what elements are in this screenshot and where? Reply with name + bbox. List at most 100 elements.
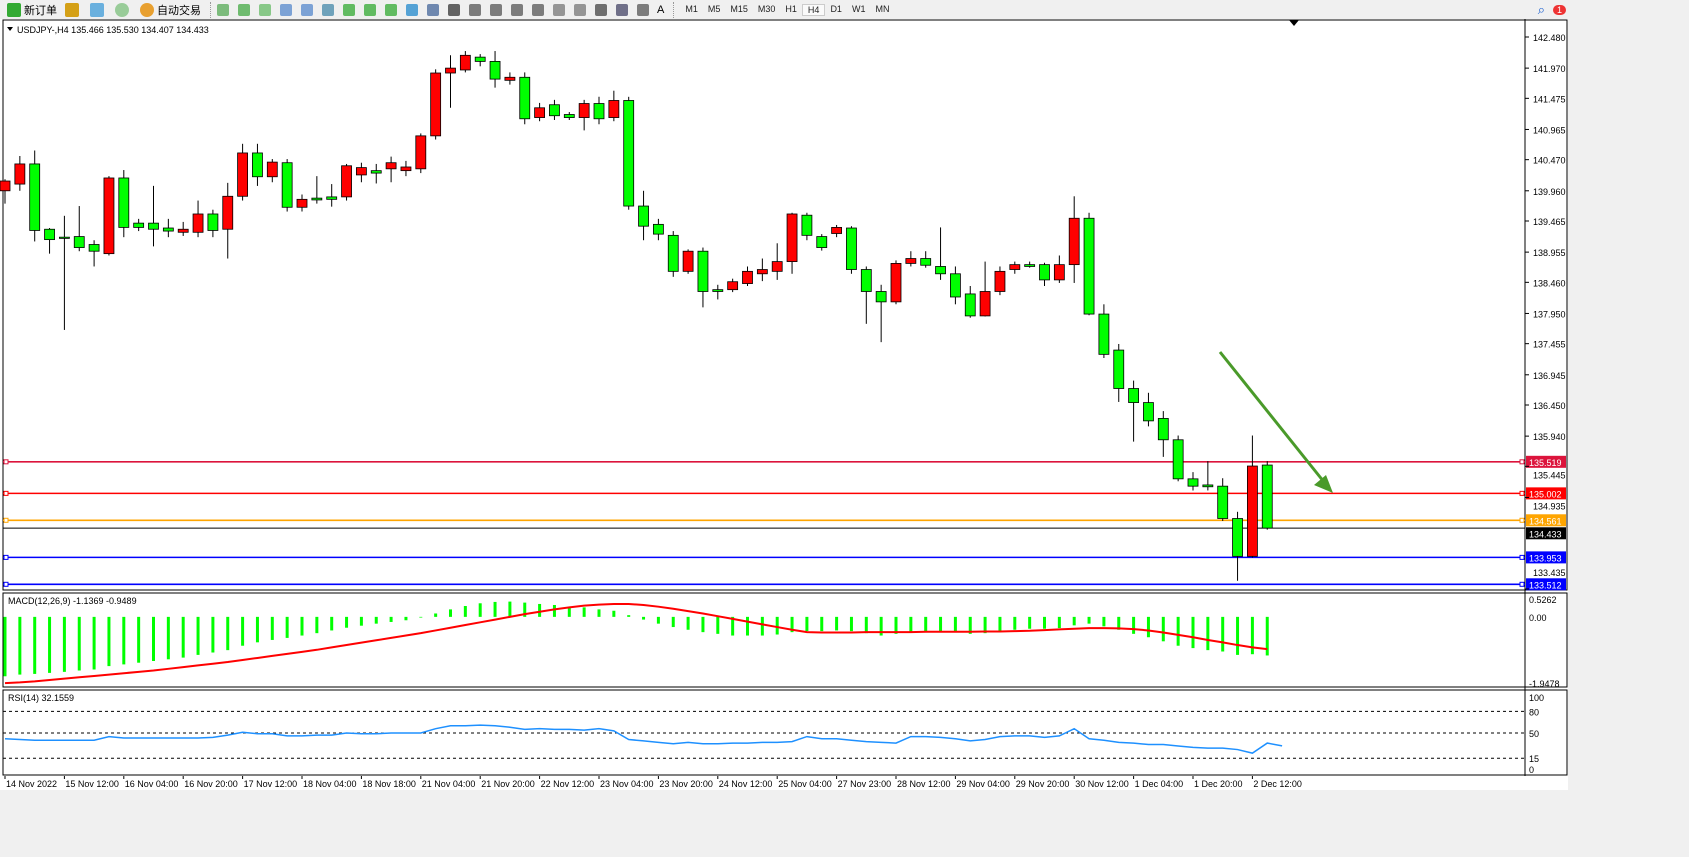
time-tick-label: 16 Nov 04:00 [125,779,179,789]
level-price-label: 134.433 [1529,529,1562,539]
bearish-candle [311,197,323,201]
crosshair-icon[interactable] [469,3,481,16]
level-price-tag [1526,551,1566,564]
bullish-candle [504,76,516,81]
level-handle [1519,517,1525,523]
bearish-candle [281,162,293,208]
market-watch-icon [90,2,104,17]
text-tool-label: A [657,3,665,16]
timeframe-h1[interactable]: H1 [785,3,797,14]
trendline-icon[interactable] [532,3,544,16]
level-handle [1519,459,1525,465]
level-price-tag [1526,514,1566,527]
bar-chart-icon[interactable] [217,3,229,16]
level-price-tag [1526,527,1566,540]
bullish-candle [445,67,456,74]
line-chart-icon[interactable] [259,3,271,16]
price-tick-label: 135.445 [1533,470,1566,480]
bullish-candle [831,227,842,234]
bearish-candle [1157,418,1169,441]
chart-shift-icon[interactable] [364,3,376,16]
timeframe-mn[interactable]: MN [875,3,890,14]
label-icon[interactable] [616,3,628,16]
bearish-candle [593,103,605,120]
indicators-icon[interactable] [385,3,397,16]
time-tick-label: 16 Nov 20:00 [184,779,238,789]
signal-button[interactable] [112,1,135,19]
bearish-candle [964,293,976,317]
market-watch-button[interactable] [87,1,110,19]
vertical-line-icon[interactable] [490,3,502,16]
candlestick-icon[interactable] [238,3,250,16]
time-tick-label: 21 Nov 20:00 [481,779,535,789]
timeframe-m1[interactable]: M1 [685,3,698,14]
time-tick-label: 25 Nov 04:00 [778,779,832,789]
search-button[interactable]: ⌕ [1535,1,1548,19]
timeframe-bar: M1 M5 M15 M30 H1 H4 D1 W1 MN [680,3,894,16]
zoom-out-icon[interactable] [301,3,313,16]
templates-icon[interactable] [427,3,439,16]
autoscroll-icon[interactable] [343,3,355,16]
level-handle [1519,554,1525,560]
bullish-candle [177,228,189,233]
gold-button[interactable] [62,1,85,19]
bearish-candle [326,196,338,200]
bearish-candle [1128,388,1139,403]
cursor-icon[interactable] [448,3,460,16]
zoom-in-icon[interactable] [280,3,292,16]
text-icon[interactable] [595,3,607,16]
bullish-candle [222,195,234,230]
level-handle [3,459,9,465]
macd-signal-line [4,602,1268,685]
notifications-button[interactable]: 1 [1550,1,1569,19]
bullish-candle [415,135,427,170]
horizontal-line-icon[interactable] [511,3,523,16]
chart-shift-marker [1289,20,1299,26]
periods-clock-icon[interactable] [406,3,418,16]
text-tool-button[interactable]: A [654,1,667,19]
macd-tick-label: 0.5262 [1529,595,1557,605]
bullish-candle [682,250,694,272]
price-tick-label: 138.955 [1533,248,1566,258]
new-order-label: 新订单 [24,4,57,17]
level-price-label: 135.519 [1529,458,1562,468]
bearish-candle [1232,518,1243,557]
bearish-candle [846,227,857,270]
rsi-label: RSI(14) 32.1559 [8,693,74,703]
signal-icon [115,2,129,17]
bearish-candle [29,163,41,231]
timeframe-w1[interactable]: W1 [851,3,866,14]
price-tick-label: 142.480 [1533,33,1566,43]
price-tick-label: 133.435 [1533,568,1566,578]
time-tick-label: 30 Nov 12:00 [1075,779,1129,789]
price-tick-label: 138.460 [1533,278,1566,288]
bearish-candle [697,250,709,292]
bearish-candle [162,227,174,232]
bullish-candle [771,261,783,272]
bearish-candle [935,266,946,275]
timeframe-d1[interactable]: D1 [830,3,842,14]
timeframe-m5[interactable]: M5 [707,3,721,14]
chart-window[interactable]: 135.519 135.002 134.561 134.433 133.953 133.5… [0,19,1689,794]
price-tick-label: 135.940 [1533,432,1566,442]
auto-trading-button[interactable]: 自动交易 [137,1,204,19]
bearish-candle [920,258,932,266]
bearish-candle [667,234,679,272]
bearish-candle [875,291,887,303]
macd-label: MACD(12,26,9) -1.1369 -0.9489 [8,596,137,606]
fibo-fan-icon[interactable] [574,3,586,16]
bearish-candle [801,214,813,236]
price-tick-label: 140.470 [1533,156,1566,166]
toolbar: 新订单 自动交易 A M1 M5 M15 M30 H1 H4 D1 W1 MN ⌕ 1 [0,0,1689,19]
level-price-label: 135.002 [1529,489,1562,499]
timeframe-m15[interactable]: M15 [730,3,748,14]
level-price-tag [1526,487,1566,500]
bullish-candle [237,152,249,197]
tile-windows-icon[interactable] [322,3,334,16]
arrows-icon[interactable] [637,3,649,16]
fibonacci-icon[interactable] [553,3,565,16]
new-order-button[interactable]: 新订单 [4,1,60,19]
timeframe-m30[interactable]: M30 [757,3,776,14]
timeframe-h4[interactable]: H4 [801,3,826,16]
bearish-candle [1187,478,1199,487]
